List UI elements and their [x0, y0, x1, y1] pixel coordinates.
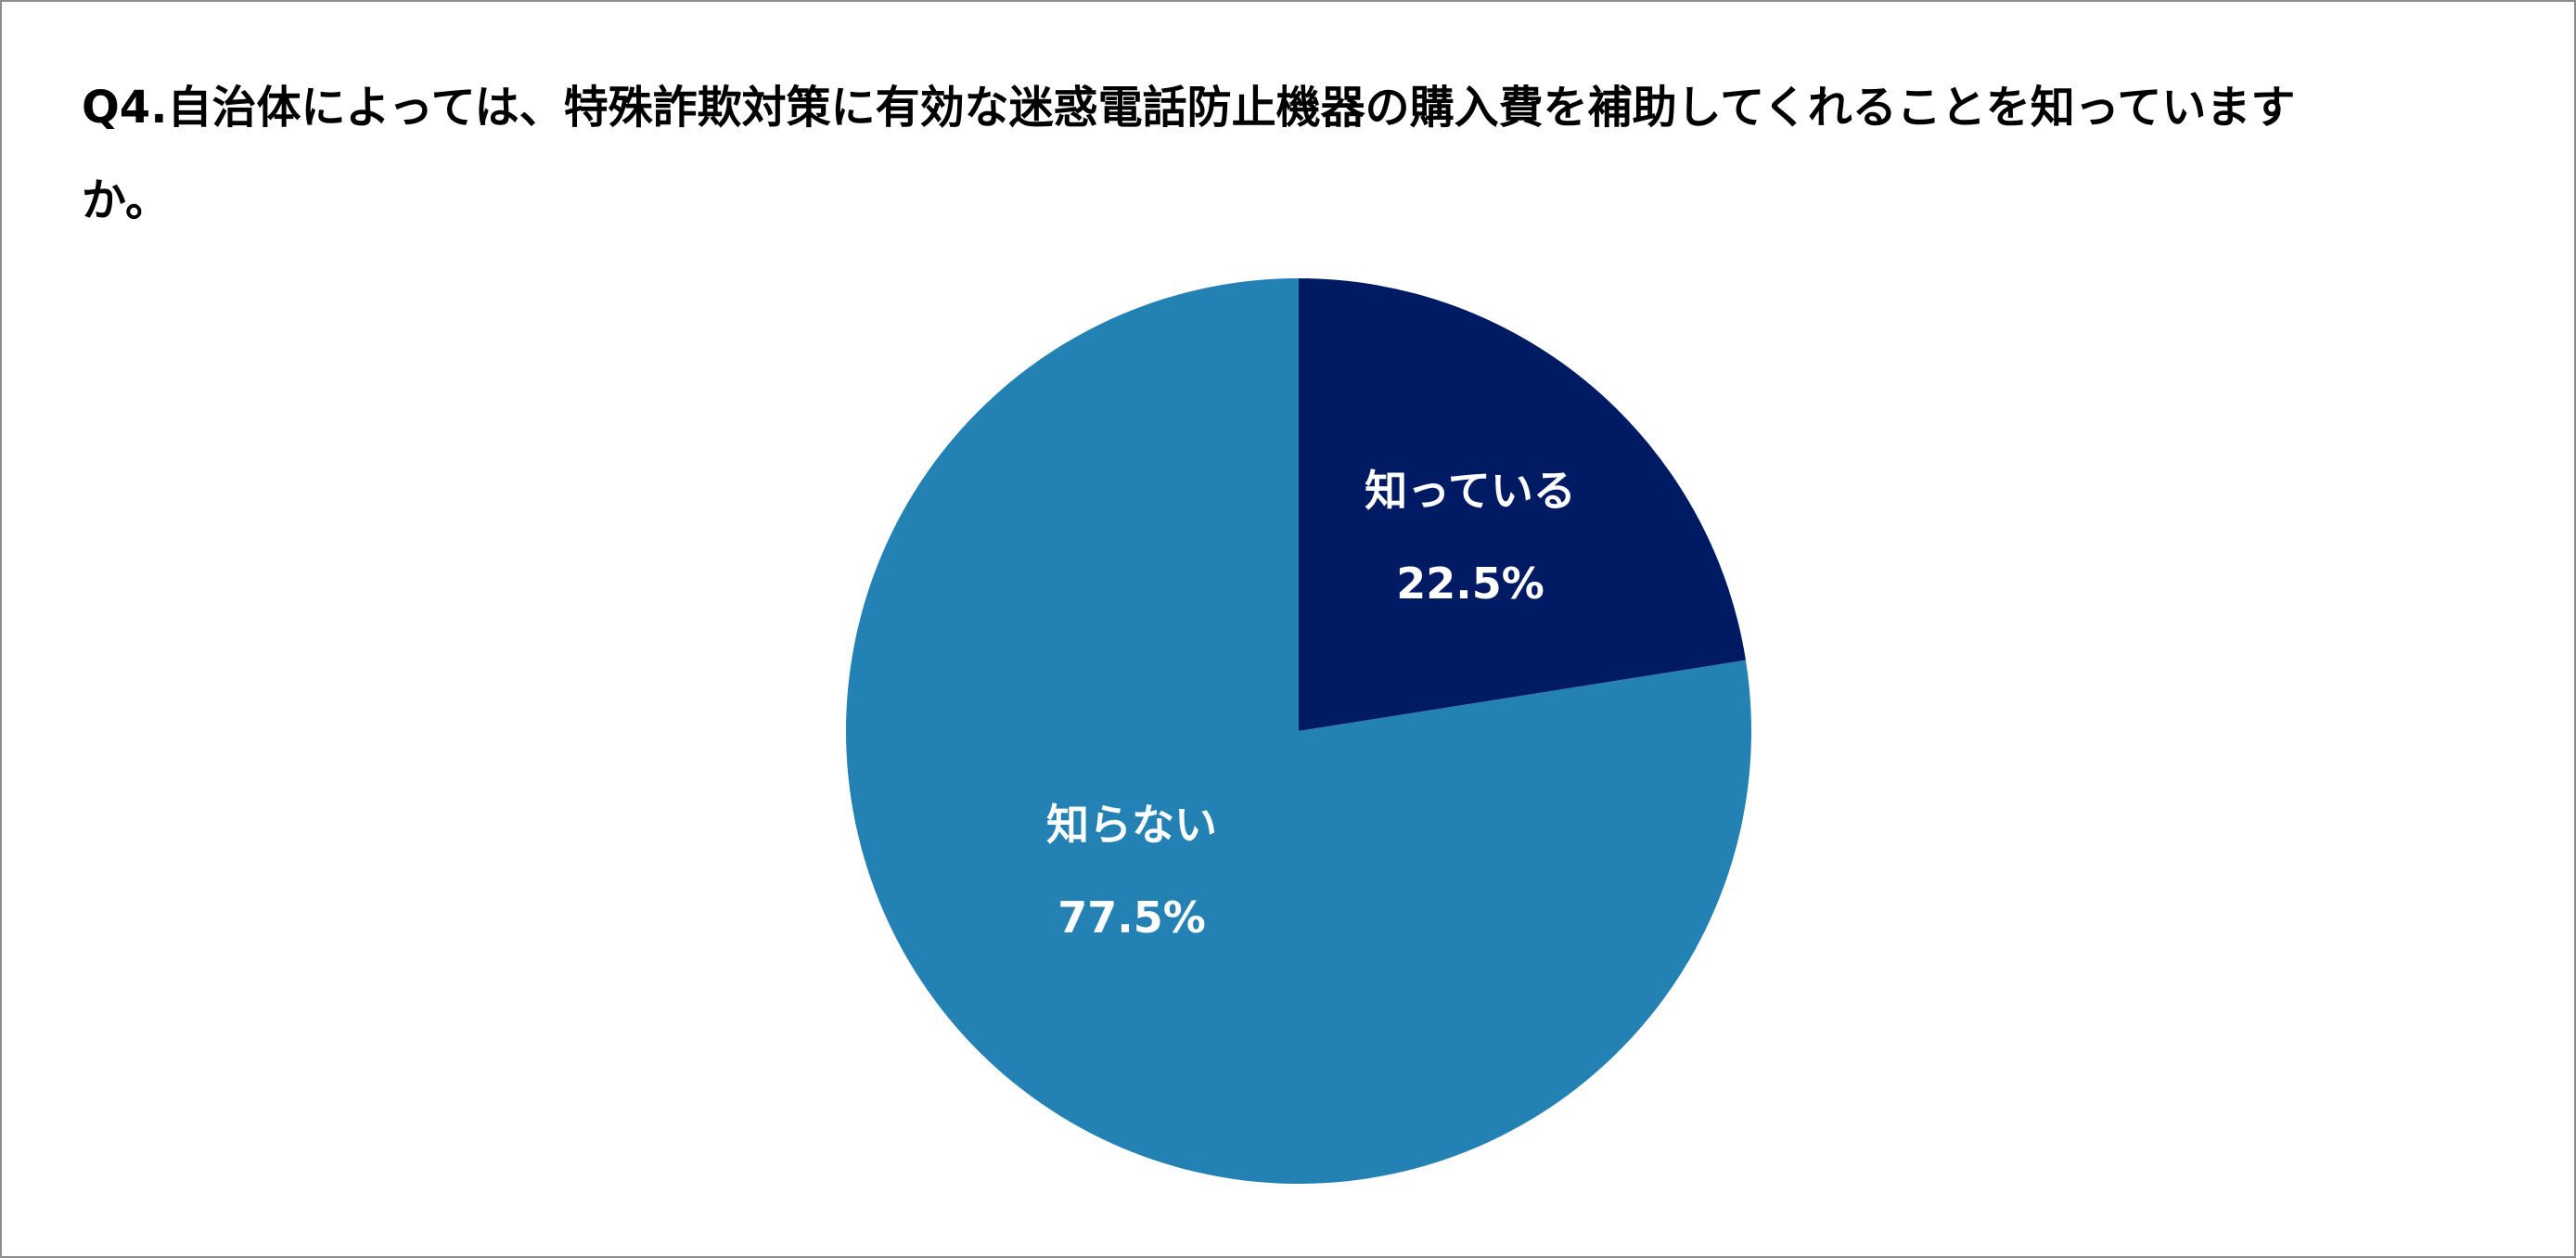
pie-slice-1	[1299, 278, 1746, 731]
slice-category-label: 知っている	[1365, 466, 1576, 516]
chart-title: Q4.自治体によっては、特殊詐欺対策に有効な迷惑電話防止機器の購入費を補助してく…	[82, 82, 2296, 226]
slice-value-label: 22.5%	[1396, 558, 1544, 609]
slice-category-label: 知らない	[1046, 800, 1217, 850]
pie-slice-2	[845, 278, 1751, 1184]
slice-value-label: 77.5%	[1057, 892, 1206, 943]
